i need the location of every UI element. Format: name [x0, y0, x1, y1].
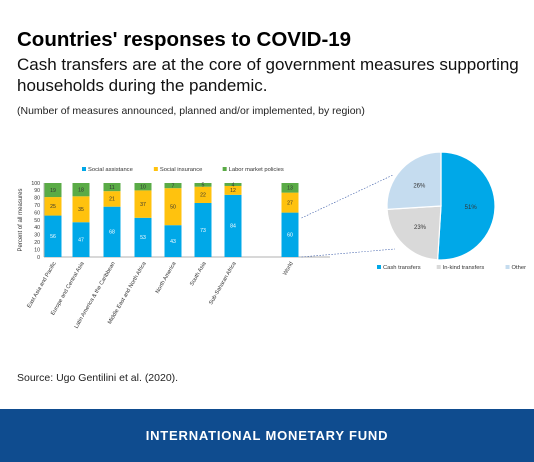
connector-line: [301, 248, 396, 258]
connector-line: [301, 174, 394, 219]
bar-segment: [103, 183, 121, 192]
data-label: 47: [78, 237, 84, 243]
legend-label: Other: [512, 265, 527, 271]
data-label: 12: [230, 188, 236, 194]
legend-swatch: [505, 265, 510, 269]
y-tick-label: 70: [34, 203, 40, 209]
data-label: 5: [202, 183, 205, 189]
data-label: 37: [140, 202, 146, 208]
data-label: 60: [287, 233, 293, 239]
bar-segment: [224, 183, 242, 186]
y-tick-label: 20: [34, 240, 40, 246]
bar-segment: [224, 185, 242, 195]
bar-segment: [194, 186, 212, 203]
legend-label: In-kind transfers: [443, 265, 485, 271]
pie-slice: [386, 151, 442, 211]
data-label: 18: [78, 187, 84, 193]
chart-note: (Number of measures announced, planned a…: [17, 105, 365, 117]
legend-label: Labor market policies: [229, 167, 284, 173]
data-label: 21: [109, 197, 115, 203]
source-note: Source: Ugo Gentilini et al. (2020).: [17, 372, 179, 384]
data-label: 11: [109, 185, 114, 191]
bar-segment: [134, 183, 152, 191]
legend-swatch: [222, 167, 227, 171]
legend-label: Social insurance: [160, 167, 203, 173]
legend-label: Social assistance: [88, 167, 133, 173]
data-label: 4: [232, 182, 235, 188]
x-tick-label: Sub-Saharan Africa: [208, 260, 238, 306]
bar-segment: [103, 191, 121, 207]
y-tick-label: 80: [34, 196, 40, 202]
y-tick-label: 50: [34, 218, 40, 224]
data-label: 19: [50, 188, 56, 194]
chart-title: Countries' responses to COVID-19: [17, 28, 352, 51]
legend-swatch: [82, 167, 86, 171]
y-tick-label: 90: [34, 188, 40, 194]
data-label: 68: [109, 230, 115, 236]
x-tick-label: Europe and Central Asia: [50, 260, 86, 316]
bar-segment: [134, 190, 152, 218]
legend-label: Cash transfers: [383, 265, 421, 271]
x-tick-label: North America: [155, 260, 178, 294]
bar-segment: [224, 194, 242, 257]
y-axis-label: Percent of all measures: [18, 188, 24, 251]
legend-swatch: [153, 167, 158, 171]
bar-segment: [103, 206, 121, 257]
y-tick-label: 30: [34, 233, 40, 239]
bar-segment: [164, 225, 182, 257]
data-label: 13: [287, 186, 293, 192]
data-label: 73: [200, 228, 206, 234]
bar-segment: [164, 188, 182, 226]
bar-segment: [281, 183, 299, 193]
bar-segment: [44, 197, 62, 216]
x-tick-label: World: [282, 261, 294, 277]
data-label: 50: [170, 204, 176, 210]
legend-swatch: [377, 265, 381, 269]
data-label: 43: [170, 239, 176, 245]
bar-segment: [44, 215, 62, 257]
data-label: 25: [50, 204, 56, 210]
bar-segment: [281, 212, 299, 257]
footer-banner: INTERNATIONAL MONETARY FUND: [0, 409, 534, 462]
bar-segment: [72, 222, 90, 257]
legend-swatch: [436, 265, 441, 269]
data-label: 35: [78, 207, 84, 213]
y-tick-label: 0: [37, 255, 40, 261]
pie-label: 23%: [414, 225, 427, 231]
data-label: 53: [140, 235, 146, 241]
bar-segment: [194, 183, 212, 187]
bar-segment: [134, 217, 152, 257]
y-tick-label: 10: [34, 247, 40, 253]
y-tick-label: 40: [34, 225, 40, 231]
bar-segment: [44, 183, 62, 198]
y-tick-label: 100: [31, 181, 40, 187]
data-label: 7: [172, 183, 175, 189]
bar-segment: [164, 183, 182, 189]
bar-segment: [281, 192, 299, 213]
pie-label: 51%: [465, 205, 478, 211]
bar-segment: [194, 202, 212, 257]
pie-slice: [436, 151, 496, 261]
data-label: 84: [230, 224, 236, 230]
y-tick-label: 60: [34, 210, 40, 216]
bar-segment: [72, 196, 90, 223]
chart-subtitle: Cash transfers are at the core of govern…: [17, 55, 519, 95]
x-tick-label: East Asia and Pacific: [26, 261, 57, 309]
pie-slice: [386, 205, 442, 261]
data-label: 22: [200, 193, 206, 199]
pie-label: 26%: [413, 184, 426, 190]
bar-segment: [72, 183, 90, 197]
data-label: 10: [140, 185, 146, 191]
data-label: 56: [50, 234, 56, 240]
data-label: 27: [287, 200, 293, 206]
x-tick-label: South Asia: [189, 260, 208, 287]
